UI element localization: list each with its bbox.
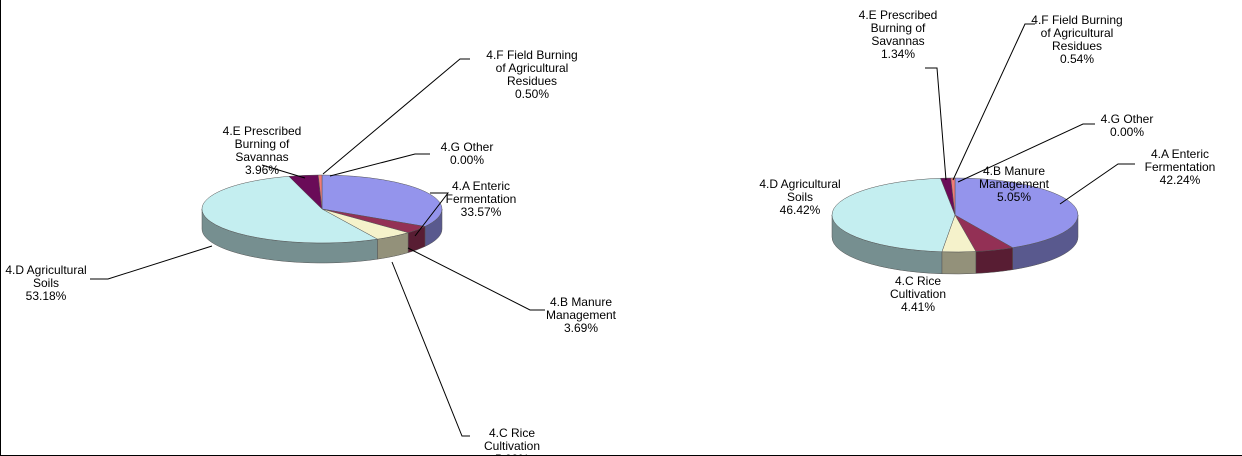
pie-slice-4-d-agricultural-soils [201, 176, 379, 244]
pie-labels: 4.A Enteric Fermentation 42.24% 4.B Manure M… [759, 8, 1215, 314]
pie-side-4-c-rice-cultivation [941, 251, 977, 275]
leader-line [407, 247, 545, 311]
pie-slices [201, 174, 443, 244]
data-label: 4.G Other 0.00% [1101, 112, 1154, 139]
pie-slice-4-a-enteric-fermentation [321, 174, 443, 227]
data-label: 4.E Prescribed Burning of Savannas 3.96% [223, 124, 302, 177]
data-label: 4.G Other 0.00% [441, 140, 494, 167]
pie-chart-2: 4.A Enteric Fermentation 42.24% 4.B Manure M… [759, 8, 1215, 314]
leader-line [391, 261, 470, 437]
pie-side-4-b-manure-management [975, 247, 1013, 274]
data-label: 4.D Agricultural Soils 53.18% [5, 263, 86, 303]
data-label: 4.D Agricultural Soils 46.42% [759, 177, 840, 217]
data-label: 4.F Field Burning of Agricultural Residues… [1031, 13, 1122, 66]
leader-line [925, 67, 947, 181]
leader-line [329, 153, 430, 177]
pie-sides [201, 208, 443, 264]
pie-slice-4-d-agricultural-soils [831, 178, 956, 253]
leader-line [1059, 163, 1135, 205]
pie-slice-4-f-field-burning-of-agricultural-residues [950, 177, 956, 216]
pie-chart-1: 4.A Enteric Fermentation 33.57% 4.B Manure M… [5, 48, 616, 456]
pie-labels: 4.A Enteric Fermentation 33.57% 4.B Manure M… [5, 48, 616, 456]
data-label: 4.B Manure Management 3.69% [546, 295, 617, 335]
pie-slice-4-a-enteric-fermentation [954, 177, 1079, 248]
leader-line [90, 245, 213, 280]
data-label: 4.F Field Burning of Agricultural Residues… [486, 48, 577, 101]
pie-sides [831, 214, 1079, 275]
data-label: 4.E Prescribed Burning of Savannas 1.34% [859, 8, 938, 61]
pie-slice-4-f-field-burning-of-agricultural-residues [317, 174, 323, 210]
pie-slices [831, 177, 1079, 253]
data-label: 4.A Enteric Fermentation 42.24% [1145, 147, 1216, 187]
data-label: 4.C Rice Cultivation 4.41% [890, 274, 946, 314]
leader-line [957, 123, 1095, 183]
data-label: 4.C RiceCultivation5.09% [484, 426, 540, 456]
data-label: 4.B Manure Management 5.05% [979, 164, 1050, 204]
leader-line [261, 164, 306, 179]
leader-line [322, 58, 470, 175]
leader-line [952, 23, 1035, 181]
data-label: 4.A Enteric Fermentation 33.57% [446, 179, 517, 219]
leader-line [414, 192, 450, 237]
